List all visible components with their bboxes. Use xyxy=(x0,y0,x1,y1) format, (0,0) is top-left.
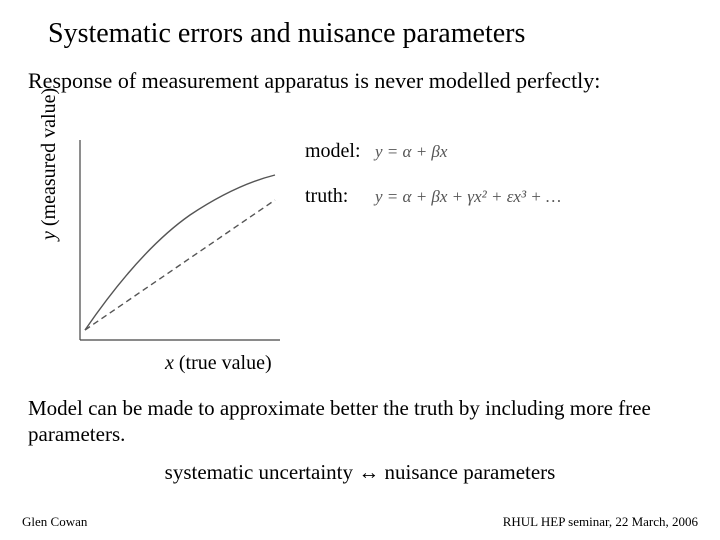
body-paragraph: Model can be made to approximate better … xyxy=(28,395,698,448)
model-label: model: xyxy=(305,140,375,163)
y-axis-label: y (measured value) xyxy=(38,88,61,240)
footer-venue: RHUL HEP seminar, 22 March, 2006 xyxy=(503,514,698,530)
truth-curve xyxy=(85,175,275,330)
center-line: systematic uncertainty ↔ nuisance parame… xyxy=(0,460,720,485)
subtitle: Response of measurement apparatus is nev… xyxy=(0,50,720,94)
x-axis-label: x (true value) xyxy=(165,352,272,375)
y-var: y xyxy=(38,231,60,240)
equations-block: model: y = α + βx truth: y = α + βx + γx… xyxy=(305,140,561,230)
footer-author: Glen Cowan xyxy=(22,514,87,530)
truth-label: truth: xyxy=(305,185,375,208)
x-var: x xyxy=(165,352,174,374)
truth-equation: y = α + βx + γx² + εx³ + … xyxy=(375,187,561,207)
y-rest: (measured value) xyxy=(38,88,60,231)
truth-row: truth: y = α + βx + γx² + εx³ + … xyxy=(305,185,561,208)
page-title: Systematic errors and nuisance parameter… xyxy=(0,0,720,50)
model-row: model: y = α + βx xyxy=(305,140,561,163)
chart-svg xyxy=(50,130,310,350)
response-chart: y (measured value) x (true value) xyxy=(50,130,310,350)
model-line xyxy=(85,200,275,330)
x-rest: (true value) xyxy=(174,352,272,374)
model-equation: y = α + βx xyxy=(375,142,447,162)
